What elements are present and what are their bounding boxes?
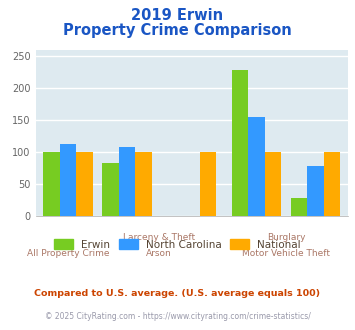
Text: © 2025 CityRating.com - https://www.cityrating.com/crime-statistics/: © 2025 CityRating.com - https://www.city… [45, 312, 310, 321]
Bar [200, 152, 217, 216]
Text: Burglary: Burglary [267, 233, 305, 242]
Text: Arson: Arson [146, 249, 172, 258]
Text: Larceny & Theft: Larceny & Theft [123, 233, 195, 242]
Text: Property Crime Comparison: Property Crime Comparison [63, 23, 292, 38]
Bar [43, 152, 60, 216]
Bar [291, 198, 307, 216]
Text: All Property Crime: All Property Crime [27, 249, 109, 258]
Legend: Erwin, North Carolina, National: Erwin, North Carolina, National [50, 235, 305, 254]
Bar [135, 152, 152, 216]
Bar [119, 147, 135, 216]
Bar [102, 163, 119, 216]
Bar [60, 144, 76, 216]
Bar [324, 152, 340, 216]
Bar [248, 117, 265, 216]
Text: 2019 Erwin: 2019 Erwin [131, 8, 224, 23]
Bar [307, 166, 324, 216]
Text: Compared to U.S. average. (U.S. average equals 100): Compared to U.S. average. (U.S. average … [34, 289, 321, 298]
Text: Motor Vehicle Theft: Motor Vehicle Theft [242, 249, 330, 258]
Bar [265, 152, 281, 216]
Bar [76, 152, 93, 216]
Bar [232, 70, 248, 216]
